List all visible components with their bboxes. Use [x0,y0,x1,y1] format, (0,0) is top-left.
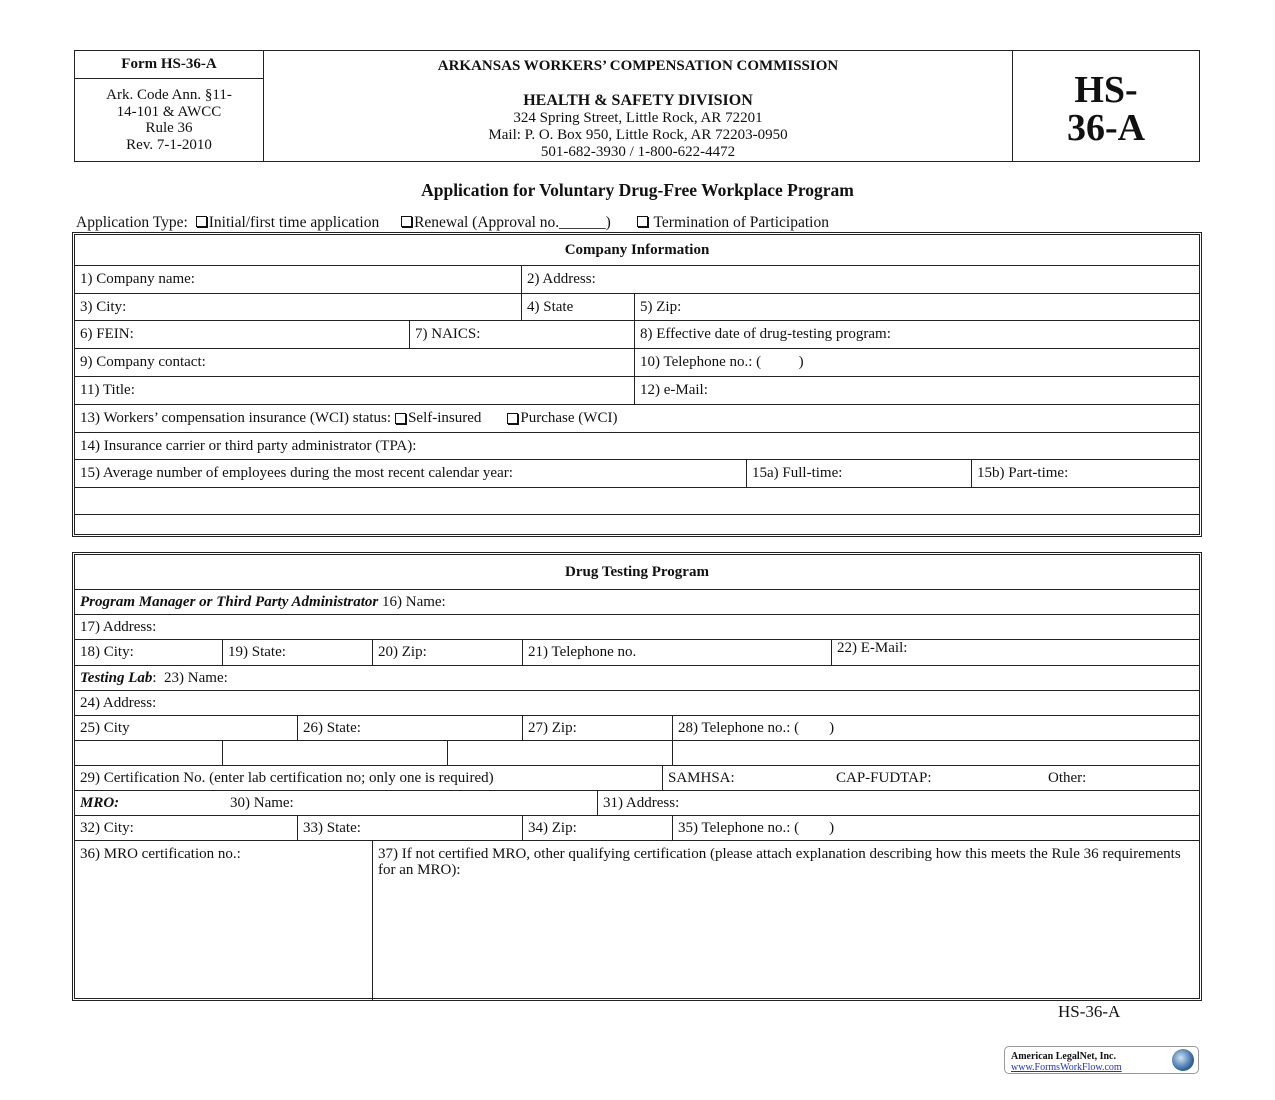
code-line: Ark. Code Ann. §11- [106,87,232,103]
lab-zip-field[interactable]: 27) Zip: [523,716,673,740]
program-manager-name-field[interactable]: Program Manager or Third Party Administr… [75,590,1199,614]
mro-state-field[interactable]: 33) State: [298,816,523,840]
title-field[interactable]: 11) Title: [75,377,635,404]
blank-cell[interactable] [223,741,448,765]
pm-telephone-field[interactable]: 21) Telephone no. [523,640,832,665]
city-field[interactable]: 3) City: [75,294,522,320]
naics-field[interactable]: 7) NAICS: [410,321,635,348]
pm-city-field[interactable]: 18) City: [75,640,223,665]
company-name-field[interactable]: 1) Company name: [75,266,522,293]
certification-label: 29) Certification No. (enter lab certifi… [75,766,663,790]
certification-fields[interactable]: SAMHSA: CAP-FUDTAP: Other: [663,766,1199,790]
mro-telephone-field[interactable]: 35) Telephone no.: ( ) [678,819,835,836]
option-initial: Initial/first time application [208,214,380,231]
page-title: Application for Voluntary Drug-Free Work… [421,180,854,200]
testing-lab-name-field[interactable]: Testing Lab: 23) Name: [75,666,1199,690]
mro-address-field[interactable]: 31) Address: [603,794,680,811]
lab-state-field[interactable]: 26) State: [298,716,523,740]
drug-testing-section: Drug Testing Program Program Manager or … [72,552,1202,1001]
full-time-field[interactable]: 15a) Full-time: [747,460,972,487]
section-heading: Drug Testing Program [565,563,709,580]
insurance-carrier-field[interactable]: 14) Insurance carrier or third party adm… [80,437,417,454]
wci-status-label: 13) Workers’ compensation insurance (WCI… [80,410,392,426]
code-line: 14-101 & AWCC [116,103,222,120]
program-manager-label: Program Manager or Third Party Administr… [80,593,379,610]
pm-email-field[interactable]: 22) E-Mail: [837,640,908,656]
form-id: Form HS-36-A [75,51,263,79]
mro-certification-field[interactable]: 36) MRO certification no.: [75,841,373,1001]
phone-numbers: 501-682-3930 / 1-800-622-4472 [540,144,736,160]
option-purchase-wci: Purchase (WCI) [520,410,618,426]
checkbox-self-insured[interactable] [395,413,407,424]
company-contact-field[interactable]: 9) Company contact: [75,349,635,376]
pm-address-field[interactable]: 17) Address: [80,618,157,635]
avg-employees-label: 15) Average number of employees during t… [75,460,747,487]
form-id-block: Form HS-36-A Ark. Code Ann. §11- 14-101 … [75,51,264,161]
agency-name: ARKANSAS WORKERS’ COMPENSATION COMMISSIO… [437,58,839,74]
mro-zip-field[interactable]: 34) Zip: [523,816,673,840]
name-label: 16) Name: [382,593,446,610]
form-header: Form HS-36-A Ark. Code Ann. §11- 14-101 … [74,50,1200,162]
samhsa-field[interactable]: SAMHSA: [668,769,735,786]
application-type: Application Type: Initial/first time app… [76,214,829,232]
option-termination: Termination of Participation [653,214,829,231]
badge-line: HS- [1074,69,1138,111]
blank-row[interactable] [75,488,1199,514]
email-field[interactable]: 12) e-Mail: [640,382,708,398]
mro-name-field[interactable]: MRO: 30) Name: [75,791,598,815]
code-line: Rev. 7-1-2010 [126,136,212,153]
part-time-field[interactable]: 15b) Part-time: [977,465,1069,481]
logo-name: American LegalNet, Inc. [1011,1051,1116,1062]
lab-telephone-field[interactable]: 28) Telephone no.: ( ) [678,719,835,736]
option-self-insured: Self-insured [408,410,482,426]
checkbox-renewal[interactable] [401,216,413,227]
blank-cell[interactable] [448,741,673,765]
wci-status-field: 13) Workers’ compensation insurance (WCI… [75,405,1199,432]
section-heading: Company Information [564,241,710,258]
blank-cell[interactable] [75,741,223,765]
mro-city-field[interactable]: 32) City: [75,816,298,840]
globe-icon [1172,1049,1194,1071]
option-renewal: Renewal (Approval no.______) [414,214,611,231]
agency-block: ARKANSAS WORKERS’ COMPENSATION COMMISSIO… [263,51,1013,161]
lab-address-field[interactable]: 24) Address: [80,694,157,711]
mail-address: Mail: P. O. Box 950, Little Rock, AR 722… [488,127,788,143]
telephone-field[interactable]: 10) Telephone no.: ( ) [640,354,804,370]
other-certification-field[interactable]: 37) If not certified MRO, other qualifyi… [378,846,1181,878]
pm-state-field[interactable]: 19) State: [223,640,373,665]
testing-lab-label: Testing Lab [80,669,153,686]
name-label: 30) Name: [230,794,294,811]
state-field[interactable]: 4) State [522,294,635,320]
cap-fudtap-field[interactable]: CAP-FUDTAP: [836,769,932,786]
fein-field[interactable]: 6) FEIN: [75,321,410,348]
street-address: 324 Spring Street, Little Rock, AR 72201 [513,110,763,126]
logo-url[interactable]: www.FormsWorkFlow.com [1011,1062,1122,1073]
code-reference: Ark. Code Ann. §11- 14-101 & AWCC Rule 3… [75,79,263,153]
form-badge: HS- 36-A [1012,51,1199,161]
checkbox-initial[interactable] [195,216,207,227]
address-field[interactable]: 2) Address: [527,271,596,287]
blank-row[interactable] [75,515,1199,536]
name-label: : 23) Name: [152,669,228,686]
american-legalnet-logo[interactable]: American LegalNet, Inc. www.FormsWorkFlo… [1004,1046,1199,1074]
code-line: Rule 36 [145,120,193,136]
footer-form-id: HS-36-A [1058,1002,1121,1021]
other-field[interactable]: Other: [1048,769,1087,786]
application-type-label: Application Type: [76,214,188,231]
checkbox-purchase-wci[interactable] [507,413,519,424]
pm-zip-field[interactable]: 20) Zip: [373,640,523,665]
zip-field[interactable]: 5) Zip: [640,298,682,315]
division-name: HEALTH & SAFETY DIVISION [523,92,753,109]
company-information-section: Company Information 1) Company name: 2) A… [72,232,1202,537]
lab-city-field[interactable]: 25) City [75,716,298,740]
checkbox-termination[interactable] [636,216,648,227]
effective-date-field[interactable]: 8) Effective date of drug-testing progra… [640,326,891,342]
blank-cell[interactable] [673,741,1199,765]
badge-line: 36-A [1066,107,1146,149]
mro-label: MRO: [80,794,120,811]
